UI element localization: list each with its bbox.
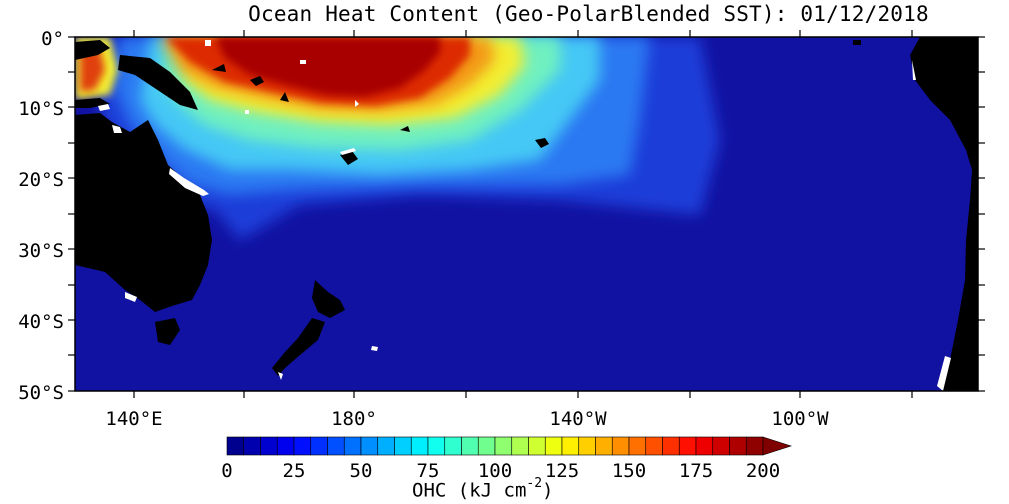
colorbar-tick-25: 25 (282, 460, 306, 482)
colorbar-segment (260, 436, 278, 456)
colorbar-segment (544, 436, 563, 456)
lon-label-140e: 140°E (105, 408, 163, 430)
new-zealand-south (272, 318, 325, 376)
colorbar-tick-50: 50 (349, 460, 373, 482)
colorbar-segment (444, 436, 462, 456)
map-title: Ocean Heat Content (Geo-PolarBlended SST… (248, 2, 929, 26)
lon-label-100w: 100°W (771, 408, 829, 430)
colorbar-tick-0: 0 (221, 460, 233, 482)
new-zealand-north (312, 280, 345, 318)
colorbar-segment (477, 436, 496, 456)
indonesia (75, 40, 110, 60)
south-america (910, 37, 978, 391)
colorbar-segment (276, 436, 295, 456)
map-plot-area (75, 37, 978, 391)
colorbar-segment (310, 436, 328, 456)
land (75, 37, 978, 391)
colorbar-segment (494, 436, 513, 456)
colorbar-unit-label: OHC (kJ cm-2) (412, 476, 554, 502)
colorbar-segment (360, 436, 379, 456)
colorbar-tick-150: 150 (611, 460, 647, 482)
colorbar-segment (578, 436, 596, 456)
colorbar-segment (729, 436, 747, 456)
lat-label-20s: 20°S (18, 169, 64, 191)
missing-data (98, 40, 951, 391)
lat-label-0: 0° (41, 28, 64, 50)
colorbar-segment (327, 436, 345, 456)
colorbar-segment (243, 436, 261, 456)
colorbar-segment (645, 436, 663, 456)
colorbar-tick-175: 175 (678, 460, 714, 482)
colorbar-segment (528, 436, 546, 456)
lat-label-10s: 10°S (18, 98, 64, 120)
colorbar-extend-arrow (762, 436, 792, 456)
colorbar-segment (678, 436, 697, 456)
colorbar-tick-75: 75 (416, 460, 440, 482)
colorbar-segment (427, 436, 446, 456)
colorbar-segment (410, 436, 429, 456)
colorbar-tick-200: 200 (745, 460, 781, 482)
colorbar-segment (377, 436, 395, 456)
colorbar-segment (561, 436, 580, 456)
colorbar-segment (662, 436, 680, 456)
colorbar-segment (461, 436, 479, 456)
colorbar-segment (595, 436, 613, 456)
lat-label-50s: 50°S (18, 382, 64, 404)
colorbar-segment (628, 436, 647, 456)
lon-label-180: 180° (331, 408, 377, 430)
new-guinea (118, 55, 198, 110)
tick-marks (68, 30, 985, 398)
colorbar-segment (226, 436, 245, 456)
australia (75, 113, 212, 312)
colorbar-segment (394, 436, 412, 456)
ohc-field (75, 37, 720, 240)
colorbar-segment (511, 436, 529, 456)
lat-label-30s: 30°S (18, 240, 64, 262)
colorbar-segment (343, 436, 362, 456)
colorbar-tick-100: 100 (477, 460, 513, 482)
colorbar-segment (611, 436, 630, 456)
colorbar-segment (293, 436, 312, 456)
lat-label-40s: 40°S (18, 311, 64, 333)
colorbar-segment (745, 436, 764, 456)
colorbar-segment (695, 436, 714, 456)
colorbar-segment (712, 436, 730, 456)
tasmania (155, 318, 180, 345)
lon-label-140w: 140°W (549, 408, 607, 430)
colorbar-tick-125: 125 (544, 460, 580, 482)
colorbar (226, 436, 792, 456)
